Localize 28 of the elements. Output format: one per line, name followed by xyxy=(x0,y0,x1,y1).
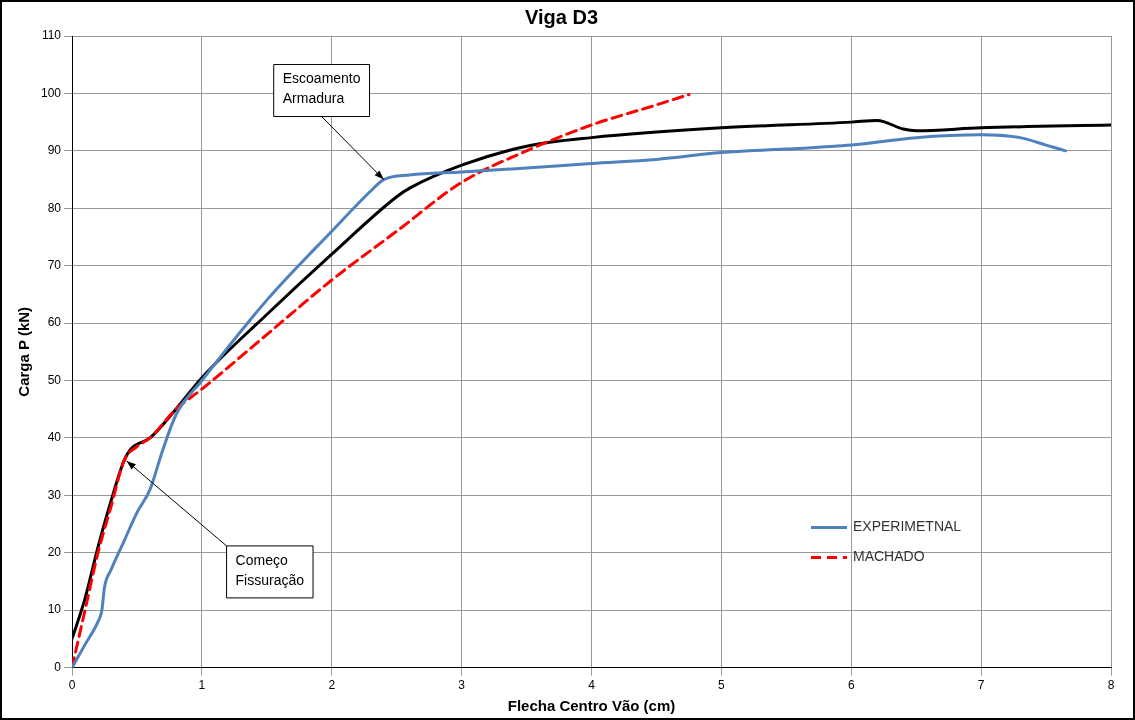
y-tick-label: 70 xyxy=(47,257,62,272)
x-tick-label: 5 xyxy=(718,678,726,693)
x-tick-label: 7 xyxy=(977,678,985,693)
annotation: Escoamento Armadura xyxy=(282,70,361,107)
x-tick-label: 6 xyxy=(847,678,855,693)
annotation: Começo Fissuração xyxy=(235,551,305,588)
x-tick-label: 0 xyxy=(68,678,76,693)
x-tick-label: 3 xyxy=(458,678,466,693)
legend-label: MACHADO xyxy=(853,548,925,565)
y-tick-label: 110 xyxy=(41,28,62,43)
x-tick-label: 4 xyxy=(588,678,596,693)
y-tick-label: 40 xyxy=(47,430,62,445)
x-tick-label: 8 xyxy=(1107,678,1115,693)
y-tick-label: 100 xyxy=(40,85,62,100)
y-tick-label: 0 xyxy=(54,659,62,674)
y-tick-label: 90 xyxy=(47,143,62,158)
y-tick-label: 50 xyxy=(47,372,62,387)
x-tick-label: 2 xyxy=(328,678,336,693)
y-tick-label: 10 xyxy=(47,602,62,617)
chart-title: Viga D3 xyxy=(525,5,598,28)
x-axis-title: Flecha Centro Vão (cm) xyxy=(507,697,676,715)
legend-label: EXPERIMETNAL xyxy=(853,518,962,535)
y-tick-label: 60 xyxy=(47,315,62,330)
y-tick-label: 80 xyxy=(47,200,62,215)
y-tick-label: 30 xyxy=(47,487,62,502)
x-tick-label: 1 xyxy=(198,678,206,693)
y-tick-label: 20 xyxy=(47,545,62,560)
y-axis-title: Carga P (kN) xyxy=(15,306,33,397)
